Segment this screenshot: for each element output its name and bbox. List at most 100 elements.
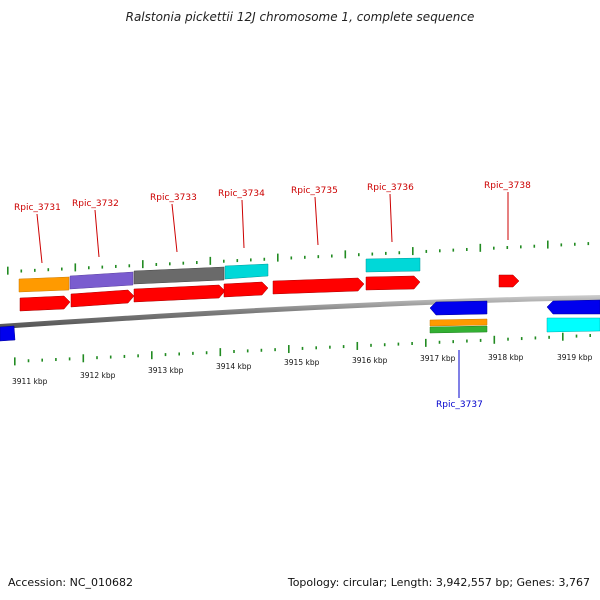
outer-tick bbox=[169, 262, 171, 266]
tick-label-3916-kbp: 3916 kbp bbox=[352, 356, 388, 365]
outer-tick bbox=[466, 247, 468, 251]
cds-arrow-3733 bbox=[133, 284, 226, 303]
inner-scale-dots bbox=[14, 332, 591, 366]
inner-tick bbox=[82, 354, 85, 363]
outer-tick bbox=[34, 268, 36, 272]
inner-tick bbox=[397, 342, 400, 346]
accession-label: Accession: NC_010682 bbox=[8, 576, 134, 589]
inner-tick bbox=[370, 343, 372, 347]
gene-label-Rpic_3731[interactable]: Rpic_3731 bbox=[14, 203, 61, 213]
outer-tick bbox=[196, 261, 198, 265]
cds-arrow-3738 bbox=[498, 274, 520, 288]
gene-label-Rpic_3733[interactable]: Rpic_3733 bbox=[150, 193, 197, 203]
inner-tick bbox=[55, 358, 57, 362]
topology-summary: Topology: circular; Length: 3,942,557 bp… bbox=[287, 576, 590, 589]
cds-arrow-3737 bbox=[429, 300, 488, 316]
inner-tick bbox=[14, 357, 16, 366]
cds-arrow-3735 bbox=[272, 277, 365, 295]
inner-tick bbox=[520, 337, 523, 341]
cyan-feature-3734 bbox=[224, 263, 269, 280]
inner-tick bbox=[41, 358, 43, 362]
inner-tick bbox=[109, 355, 112, 359]
outer-tick bbox=[560, 243, 563, 247]
inner-tick bbox=[315, 346, 317, 350]
outer-tick bbox=[587, 242, 590, 246]
inner-tick bbox=[96, 356, 98, 360]
inner-tick bbox=[288, 345, 290, 354]
inner-tick bbox=[123, 354, 126, 358]
outer-scale-dots bbox=[7, 240, 590, 275]
outer-tick bbox=[344, 250, 347, 259]
cds-arrow-3732 bbox=[70, 289, 135, 308]
inner-tick bbox=[301, 346, 304, 350]
gene-label-Rpic_3738[interactable]: Rpic_3738 bbox=[484, 181, 531, 191]
map-title: Ralstonia pickettii 12J chromosome 1, co… bbox=[125, 10, 475, 24]
cds-arrow-3734 bbox=[223, 281, 269, 298]
gene-label-Rpic_3732[interactable]: Rpic_3732 bbox=[72, 199, 119, 209]
inner-tick bbox=[274, 348, 276, 352]
outer-tick bbox=[331, 254, 333, 258]
inner-tick bbox=[27, 359, 30, 363]
inner-tick bbox=[562, 332, 564, 341]
tick-label-3913-kbp: 3913 kbp bbox=[148, 366, 184, 375]
inner-tick bbox=[534, 336, 537, 340]
purple-feature-3732 bbox=[69, 271, 134, 290]
tick-label-3918-kbp: 3918 kbp bbox=[488, 353, 524, 362]
outer-tick bbox=[304, 255, 306, 259]
forward-cds-row bbox=[19, 274, 520, 312]
outer-tick bbox=[385, 251, 387, 255]
gene-label-Rpic_3735[interactable]: Rpic_3735 bbox=[291, 186, 338, 196]
cyan-feature-right bbox=[546, 317, 600, 333]
inner-tick bbox=[383, 343, 386, 347]
inner-tick bbox=[342, 345, 345, 349]
tick-label-3914-kbp: 3914 kbp bbox=[216, 362, 252, 371]
leader-line-Rpic_3731 bbox=[36, 213, 43, 264]
inner-tick bbox=[233, 350, 235, 354]
cds-arrow-reverse-left bbox=[0, 325, 16, 342]
tick-label-3917-kbp: 3917 kbp bbox=[420, 354, 456, 363]
outer-tick bbox=[371, 252, 374, 256]
gene-label-Rpic_3734[interactable]: Rpic_3734 bbox=[218, 189, 265, 199]
cds-arrow-3731 bbox=[19, 295, 71, 312]
outer-tick bbox=[236, 259, 239, 263]
scale-tick-labels: 3911 kbp 3912 kbp 3913 kbp 3914 kbp 3915 kbp… bbox=[12, 353, 593, 386]
outer-tick bbox=[317, 255, 320, 259]
leader-line-Rpic_3736 bbox=[389, 193, 393, 243]
outer-tick bbox=[263, 257, 266, 261]
inner-tick bbox=[548, 335, 550, 339]
inner-tick bbox=[151, 351, 153, 360]
leader-line-Rpic_3733 bbox=[171, 203, 178, 253]
tick-label-3915-kbp: 3915 kbp bbox=[284, 358, 320, 367]
outer-tick bbox=[358, 253, 360, 257]
outer-tick bbox=[439, 249, 441, 253]
gene-labels: Rpic_3731 Rpic_3732 Rpic_3733 Rpic_3734 Rpic… bbox=[14, 181, 531, 410]
inner-tick bbox=[219, 348, 222, 357]
outer-tick bbox=[250, 258, 252, 262]
outer-tick bbox=[506, 246, 509, 250]
outer-tick bbox=[398, 251, 401, 255]
gene-label-Rpic_3737[interactable]: Rpic_3737 bbox=[436, 400, 483, 410]
inner-tick bbox=[178, 352, 180, 356]
outer-tick bbox=[155, 262, 158, 266]
inner-tick bbox=[479, 338, 482, 342]
forward-gene-row bbox=[18, 257, 421, 293]
cds-arrow-reverse-right bbox=[546, 299, 600, 315]
outer-tick bbox=[290, 256, 293, 260]
inner-tick bbox=[575, 334, 578, 338]
outer-tick bbox=[115, 264, 117, 268]
inner-tick bbox=[356, 341, 359, 350]
inner-tick bbox=[68, 357, 71, 361]
outer-tick bbox=[452, 248, 455, 252]
leader-line-Rpic_3734 bbox=[241, 199, 245, 249]
outer-tick bbox=[47, 268, 50, 272]
orange-feature-3737 bbox=[429, 318, 488, 327]
orange-feature-3731 bbox=[18, 276, 70, 293]
inner-tick bbox=[329, 345, 331, 349]
inner-tick bbox=[438, 340, 441, 344]
gene-label-Rpic_3736[interactable]: Rpic_3736 bbox=[367, 183, 414, 193]
inner-tick bbox=[246, 349, 249, 353]
outer-tick bbox=[412, 247, 414, 256]
inner-tick bbox=[192, 351, 194, 355]
inner-tick bbox=[260, 348, 263, 352]
outer-tick bbox=[547, 240, 549, 249]
